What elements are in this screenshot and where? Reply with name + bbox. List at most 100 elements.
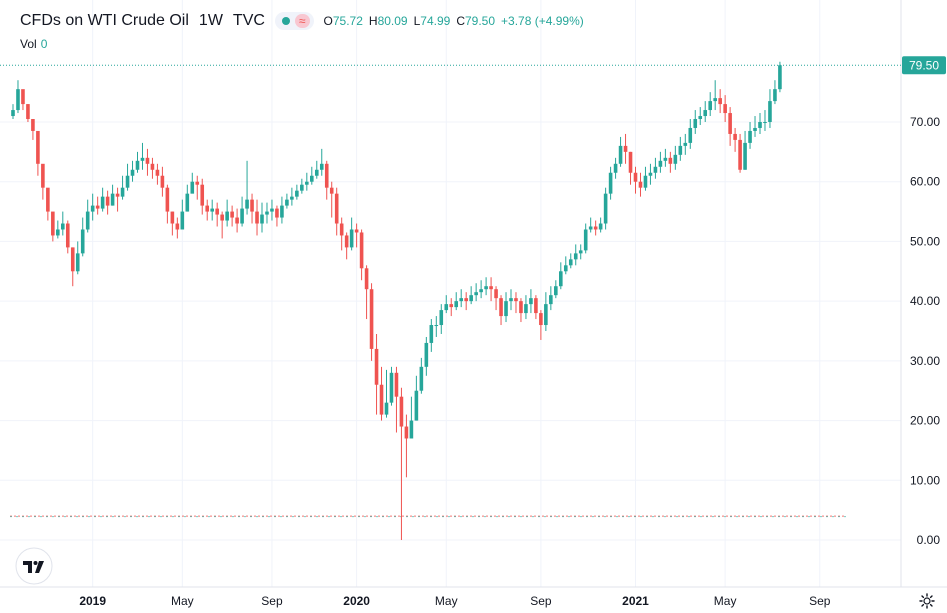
candle-body <box>150 163 155 170</box>
candle-body <box>409 420 414 439</box>
candle-body <box>285 199 289 206</box>
candle-body <box>663 157 668 161</box>
time-tick-label: 2021 <box>622 594 649 608</box>
candle-body <box>339 223 344 236</box>
candle-body <box>100 196 105 209</box>
open-value: 75.72 <box>332 14 363 28</box>
market-open-icon <box>281 17 290 25</box>
legend-header: CFDs on WTI Crude Oil 1W TVC ≈ O75.72 H8… <box>20 10 584 32</box>
tradingview-logo[interactable] <box>15 547 53 585</box>
candle-body <box>115 193 120 197</box>
candle-body <box>180 211 185 230</box>
candle-body <box>110 193 115 206</box>
candle-body <box>235 217 239 224</box>
candle-body <box>61 223 65 230</box>
candle-body <box>628 151 633 173</box>
candle-body <box>648 172 653 176</box>
candle-body <box>300 184 304 191</box>
time-axis[interactable]: 2019 May Sep 2020 May Sep 2021 May Sep <box>79 594 830 608</box>
candle-body <box>275 208 279 218</box>
candle-body <box>454 301 459 308</box>
price-tick-label: 60.00 <box>910 175 940 189</box>
gear-icon[interactable] <box>919 593 935 609</box>
candle-body <box>698 116 703 120</box>
candle-body <box>573 253 578 260</box>
candle-body <box>205 205 210 212</box>
candle-body <box>41 163 45 188</box>
market-status-pill[interactable]: ≈ <box>274 12 314 30</box>
candle-body <box>718 98 722 105</box>
candle-body <box>743 142 747 170</box>
candle-body <box>479 289 483 293</box>
candle-body <box>668 157 673 164</box>
candle-body <box>70 247 75 272</box>
candle-body <box>310 175 314 182</box>
candle-body <box>768 101 772 122</box>
price-axis[interactable]: 0.00 10.00 20.00 30.00 40.00 50.00 60.00 70.00 <box>910 115 940 547</box>
candle-body <box>305 181 309 185</box>
candle-body <box>80 229 85 254</box>
candle-body <box>270 208 274 212</box>
symbol-title[interactable]: CFDs on WTI Crude Oil <box>20 12 189 29</box>
time-tick-label: 2020 <box>343 594 370 608</box>
candle-body <box>504 301 508 317</box>
candle-body <box>329 187 334 194</box>
last-price-text: 79.50 <box>909 58 939 72</box>
low-value: 74.99 <box>420 14 451 28</box>
time-tick-label: 2019 <box>79 594 106 608</box>
candle-body <box>484 286 488 290</box>
candle-body <box>255 211 259 224</box>
candle-body <box>369 289 374 349</box>
price-tick-label: 20.00 <box>910 414 940 428</box>
candle-body <box>673 154 678 164</box>
candle-body <box>688 127 693 143</box>
candle-body <box>633 172 638 182</box>
candle-body <box>240 208 244 224</box>
candle-body <box>449 304 454 308</box>
high-value: 80.09 <box>377 14 408 28</box>
candle-body <box>419 366 424 391</box>
candle-body <box>260 214 264 224</box>
candle-body <box>638 181 643 188</box>
candle-body <box>280 205 284 218</box>
candle-body <box>434 325 439 327</box>
interval-label[interactable]: 1W <box>198 12 223 29</box>
candle-body <box>384 402 389 415</box>
candle-body <box>733 133 737 140</box>
reference-line <box>10 515 846 518</box>
candle-body <box>324 163 329 188</box>
candle-body <box>499 298 503 317</box>
candle-body <box>683 142 688 146</box>
candle-body <box>160 175 165 188</box>
candle-body <box>175 223 180 230</box>
candle-body <box>713 98 717 102</box>
candle-body <box>225 211 229 221</box>
candle-body <box>11 110 15 117</box>
candle-body <box>394 372 399 397</box>
candle-body <box>489 286 493 290</box>
time-tick-label: Sep <box>530 594 552 608</box>
candle-body <box>693 119 698 128</box>
candle-body <box>578 250 583 254</box>
candle-body <box>185 193 190 212</box>
candle-body <box>444 304 449 311</box>
candle-body <box>643 175 648 188</box>
candle-body <box>85 211 90 230</box>
candle-body <box>125 175 130 188</box>
volume-legend: Vol 0 <box>20 37 47 51</box>
candle-body <box>753 127 757 131</box>
candle-body <box>593 226 598 230</box>
candle-body <box>26 104 30 120</box>
candle-body <box>464 298 468 302</box>
last-price-badge <box>902 56 946 75</box>
candle-body <box>429 325 434 343</box>
candle-body <box>155 169 160 176</box>
candle-body <box>653 166 658 173</box>
candle-body <box>245 199 249 209</box>
price-tick-label: 50.00 <box>910 234 940 248</box>
time-tick-label: May <box>435 594 458 608</box>
candle-body <box>56 229 60 236</box>
candle-body <box>190 181 195 194</box>
candle-body <box>773 89 777 102</box>
